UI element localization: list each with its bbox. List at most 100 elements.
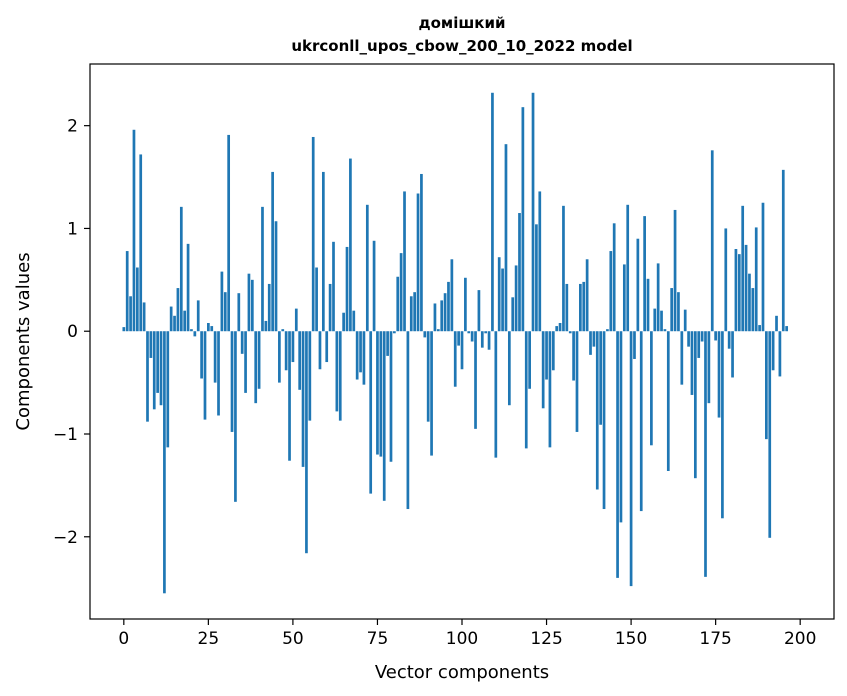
- bar: [409, 296, 413, 332]
- bar: [670, 288, 674, 332]
- bar: [602, 331, 606, 510]
- bar: [240, 331, 244, 354]
- bar: [619, 331, 623, 523]
- bar: [480, 331, 484, 348]
- bar: [399, 253, 403, 332]
- bar: [308, 331, 312, 421]
- bar: [166, 331, 170, 448]
- bar: [639, 331, 643, 512]
- bar: [288, 331, 291, 461]
- bar: [697, 331, 701, 358]
- bar: [163, 331, 166, 594]
- bar: [612, 223, 616, 332]
- bar: [785, 326, 789, 332]
- bar: [606, 329, 609, 332]
- bar: [551, 331, 555, 371]
- bar: [284, 331, 288, 371]
- bar: [426, 331, 430, 422]
- bar: [176, 288, 180, 332]
- bar: [179, 206, 183, 332]
- bar: [325, 331, 329, 363]
- bar: [666, 331, 670, 471]
- bar: [223, 292, 227, 332]
- x-axis-label: Vector components: [375, 662, 549, 683]
- bar: [562, 205, 565, 332]
- bar: [768, 331, 772, 538]
- bar: [139, 154, 143, 332]
- bar: [234, 331, 237, 502]
- bar: [690, 331, 694, 395]
- bar: [585, 259, 589, 332]
- bar: [765, 331, 768, 440]
- bar: [775, 315, 778, 332]
- bar: [748, 273, 751, 332]
- bar: [633, 331, 636, 359]
- bar: [430, 331, 433, 456]
- bar: [491, 92, 494, 332]
- bar: [298, 331, 302, 390]
- bar: [737, 254, 741, 332]
- bar: [609, 251, 613, 332]
- bar: [616, 331, 619, 578]
- bar: [660, 310, 663, 332]
- bar: [650, 331, 653, 446]
- bar: [457, 331, 460, 346]
- x-tick-label: 25: [198, 629, 220, 649]
- bar: [125, 251, 129, 332]
- bar: [436, 329, 440, 332]
- y-axis-label: Components values: [13, 252, 34, 430]
- bar: [484, 331, 488, 334]
- bar: [707, 331, 711, 404]
- bar: [278, 331, 281, 383]
- bar: [261, 206, 264, 332]
- bar: [524, 331, 528, 449]
- bar: [636, 238, 640, 332]
- bar: [521, 107, 525, 332]
- bar: [677, 292, 680, 332]
- plot-frame: [89, 63, 835, 620]
- bar: [335, 331, 339, 412]
- y-tick-label: 1: [67, 219, 78, 239]
- bar: [704, 331, 707, 577]
- bar: [646, 278, 650, 332]
- y-tick-label: 2: [67, 117, 78, 137]
- bar: [626, 204, 630, 332]
- bar: [474, 331, 477, 429]
- bar: [193, 331, 197, 337]
- bar: [250, 279, 254, 332]
- bar: [244, 331, 247, 393]
- bar: [359, 331, 362, 373]
- bar: [386, 331, 389, 356]
- bar: [447, 281, 450, 332]
- bar: [781, 169, 785, 332]
- bar: [622, 264, 626, 332]
- x-tick-label: 175: [699, 629, 731, 649]
- bar: [318, 331, 322, 370]
- bar: [230, 331, 234, 432]
- bar: [514, 265, 518, 332]
- bar: [196, 300, 200, 332]
- bar: [345, 246, 349, 332]
- bar: [311, 136, 315, 332]
- bar: [511, 297, 515, 332]
- x-tick-label: 50: [282, 629, 304, 649]
- bar: [396, 276, 400, 332]
- bar: [450, 259, 454, 332]
- bar: [501, 268, 504, 332]
- bar: [274, 221, 278, 332]
- bar: [413, 292, 417, 332]
- bar: [403, 191, 406, 332]
- bar: [443, 293, 447, 332]
- bar: [629, 331, 633, 587]
- bar: [132, 129, 136, 332]
- bar: [535, 224, 538, 332]
- bar: [135, 267, 139, 332]
- bar: [477, 290, 481, 332]
- bar: [257, 331, 261, 389]
- x-tick-label: 75: [367, 629, 389, 649]
- bar: [470, 331, 474, 342]
- bar: [568, 331, 572, 334]
- bar: [714, 331, 717, 341]
- bar: [751, 288, 755, 332]
